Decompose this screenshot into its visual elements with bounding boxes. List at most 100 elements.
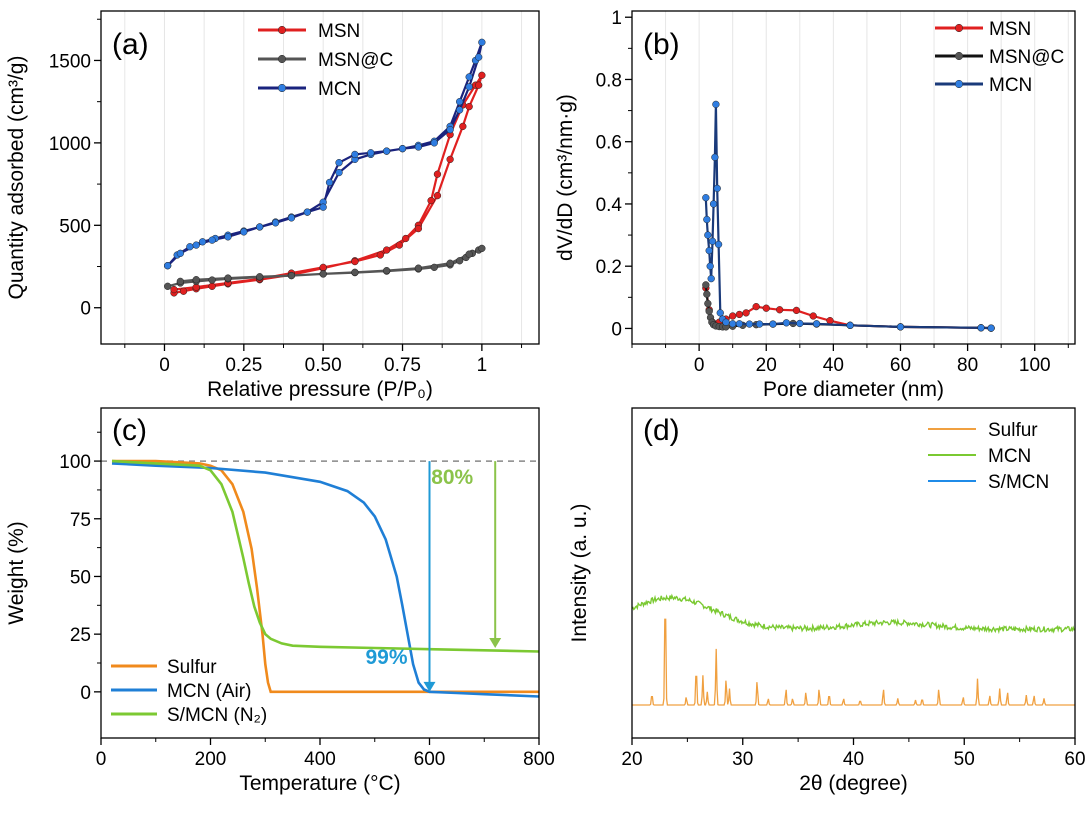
data-point-mcn bbox=[271, 219, 280, 227]
data-point-msn bbox=[383, 246, 391, 254]
y-tick-label: 0 bbox=[611, 319, 622, 340]
data-point-mcn bbox=[414, 143, 423, 151]
data-point-msn bbox=[351, 257, 359, 266]
data-point-msn bbox=[414, 224, 423, 233]
y-tick-label: 1 bbox=[611, 8, 622, 29]
data-point-msn bbox=[809, 312, 817, 320]
data-point-mcn bbox=[769, 320, 777, 328]
data-point-mcn bbox=[722, 318, 730, 326]
data-point-mcn bbox=[186, 243, 194, 251]
x-tick-label: 20 bbox=[621, 749, 642, 770]
data-point-mcn bbox=[896, 323, 905, 331]
data-point-msn-c bbox=[176, 277, 184, 286]
legend-label-mcn: MCN bbox=[989, 75, 1032, 96]
data-point-msn bbox=[376, 251, 384, 259]
data-point-msn bbox=[478, 71, 486, 79]
data-point-mcn bbox=[782, 319, 791, 327]
legend-marker-msn bbox=[277, 25, 287, 35]
data-point-mcn bbox=[335, 159, 343, 167]
data-point-mcn bbox=[745, 320, 754, 328]
x-tick-label: 40 bbox=[843, 749, 864, 770]
y-axis-title: Weight (%) bbox=[5, 521, 28, 624]
x-tick-label: 60 bbox=[1064, 749, 1085, 770]
data-point-msn-c bbox=[478, 244, 486, 253]
data-point-mcn bbox=[456, 98, 464, 106]
x-tick-label: 20 bbox=[756, 355, 777, 376]
data-point-msn-c bbox=[351, 268, 359, 276]
data-point-mcn bbox=[475, 53, 483, 61]
legend-label-msn: MSN bbox=[318, 21, 360, 42]
data-point-msn-c bbox=[446, 259, 454, 267]
panel-3: 80% 99% 0 200 400 600 800 0 25 50 75 100 Temperature… bbox=[5, 407, 555, 795]
data-point-mcn bbox=[303, 208, 311, 216]
data-point-msn bbox=[729, 312, 737, 320]
y-axis-title: dV/dD (cm³/nm·g) bbox=[554, 94, 577, 261]
data-point-mcn bbox=[325, 178, 334, 187]
data-point-msn-c bbox=[208, 276, 216, 284]
y-tick-label: 1500 bbox=[49, 51, 91, 72]
legend-label-mcn-air-: MCN (Air) bbox=[167, 681, 251, 702]
data-point-msn bbox=[208, 282, 216, 290]
y-axis-title: Quantity adsorbed (cm³/g) bbox=[5, 56, 28, 300]
data-point-mcn bbox=[398, 145, 407, 153]
plot-frame bbox=[631, 10, 1076, 345]
data-point-mcn bbox=[716, 309, 724, 317]
panel-label: (a) bbox=[112, 28, 149, 61]
data-point-msn bbox=[475, 81, 483, 89]
data-point-msn-c bbox=[430, 263, 438, 271]
legend-marker-msn bbox=[954, 23, 964, 33]
data-point-mcn bbox=[335, 168, 343, 177]
series-line-sulfur bbox=[632, 618, 1075, 706]
legend-label-msn-c: MSN@C bbox=[989, 47, 1064, 68]
y-tick-label: 0 bbox=[80, 299, 91, 320]
x-axis-title: Relative pressure (P/P₀) bbox=[207, 378, 433, 401]
legend-marker-mcn bbox=[954, 79, 964, 89]
data-point-mcn bbox=[708, 237, 717, 245]
panel-4: 20 30 40 50 60 2θ (degree) Intensity (a. u.) (d… bbox=[568, 407, 1086, 795]
data-point-msn-c bbox=[383, 266, 391, 275]
data-point-mcn bbox=[714, 240, 723, 249]
data-point-msn bbox=[427, 196, 435, 205]
x-axis-title: 2θ (degree) bbox=[799, 772, 908, 795]
legend-label-mcn: MCN bbox=[318, 79, 361, 100]
x-tick-label: 0 bbox=[159, 355, 170, 376]
legend-label-s-mcn-n-: S/MCN (N₂) bbox=[167, 705, 267, 726]
data-point-mcn bbox=[456, 106, 464, 114]
data-point-msn bbox=[742, 309, 750, 317]
annotation-arrowhead bbox=[489, 638, 502, 648]
data-point-mcn bbox=[704, 231, 712, 239]
x-axis-title: Pore diameter (nm) bbox=[763, 378, 944, 401]
data-point-mcn bbox=[367, 149, 375, 157]
series-line-sulfur bbox=[112, 459, 539, 694]
data-point-msn bbox=[446, 155, 454, 164]
x-tick-label: 400 bbox=[304, 749, 336, 770]
data-point-msn-c bbox=[702, 281, 710, 289]
data-point-mcn bbox=[711, 153, 719, 161]
y-tick-label: 0 bbox=[80, 683, 91, 704]
data-point-mcn bbox=[735, 320, 744, 328]
panel-1: 0 0.25 0.50 0.75 1 0 500 1000 1500 Relative press… bbox=[5, 10, 540, 401]
panel-label: (b) bbox=[643, 28, 680, 61]
data-point-msn-c bbox=[164, 282, 172, 290]
legend-label-msn-c: MSN@C bbox=[318, 50, 393, 71]
data-point-msn-c bbox=[224, 274, 232, 282]
x-tick-label: 0 bbox=[694, 355, 705, 376]
data-point-mcn bbox=[709, 200, 718, 208]
y-tick-label: 100 bbox=[59, 452, 91, 473]
data-point-mcn bbox=[846, 321, 854, 329]
data-point-msn bbox=[776, 306, 784, 314]
series-line-s-mcn-n- bbox=[111, 459, 539, 653]
x-tick-label: 30 bbox=[732, 749, 753, 770]
data-point-mcn bbox=[351, 150, 359, 159]
data-point-mcn bbox=[465, 73, 473, 81]
data-point-mcn bbox=[755, 320, 764, 328]
data-point-msn bbox=[459, 122, 467, 131]
y-tick-label: 25 bbox=[70, 625, 91, 646]
x-tick-label: 800 bbox=[523, 749, 555, 770]
data-point-msn-c bbox=[287, 271, 296, 280]
x-axis-title: Temperature (°C) bbox=[239, 772, 400, 795]
y-axis-title: Intensity (a. u.) bbox=[568, 504, 591, 643]
x-tick-label: 0.75 bbox=[384, 355, 421, 376]
data-point-mcn bbox=[383, 147, 391, 155]
data-point-mcn bbox=[707, 274, 715, 283]
